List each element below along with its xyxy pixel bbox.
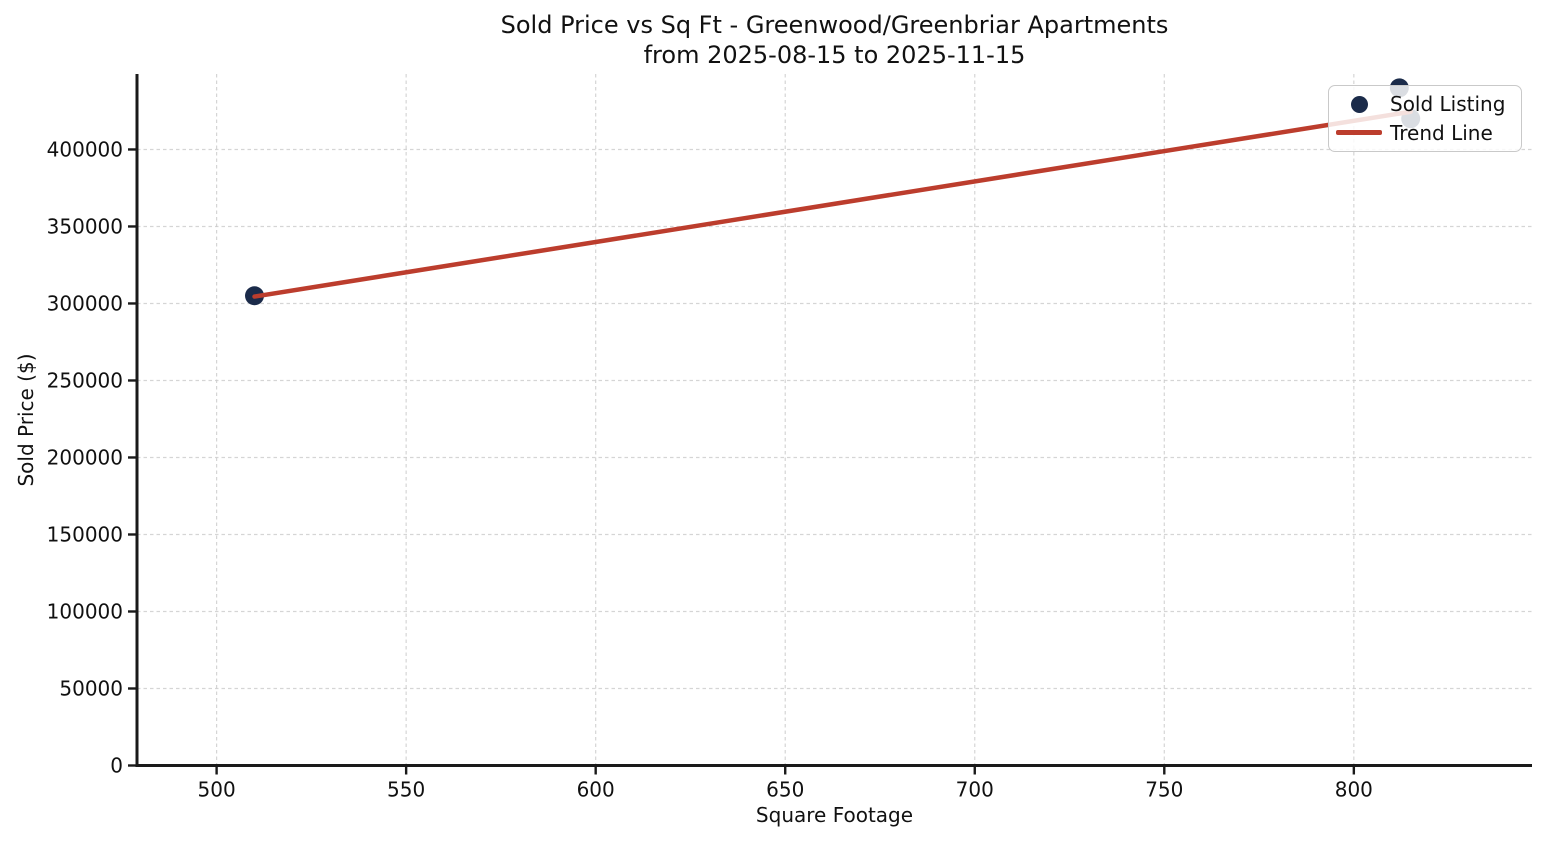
legend-marker-cell <box>1335 130 1383 135</box>
trend-line-path <box>252 109 1413 299</box>
x-tick-label: 500 <box>198 778 236 802</box>
y-tick-label: 150000 <box>47 522 123 546</box>
y-tick-label: 300000 <box>47 291 123 315</box>
x-tick-label: 800 <box>1335 778 1373 802</box>
y-axis-label: Sold Price ($) <box>14 353 38 487</box>
x-axis-label: Square Footage <box>755 803 914 827</box>
legend-item-trend-line: Trend Line <box>1335 121 1515 145</box>
legend-marker-cell <box>1335 95 1383 113</box>
sold-listing-dot-icon <box>1350 95 1368 113</box>
y-tick-label: 350000 <box>47 214 123 238</box>
x-tick-label: 750 <box>1145 778 1183 802</box>
legend-label-sold-listing: Sold Listing <box>1390 92 1506 117</box>
y-tick-label: 50000 <box>59 676 123 700</box>
chart-title-line2: from 2025-08-15 to 2025-11-15 <box>643 41 1026 69</box>
x-tick-label: 550 <box>387 778 425 802</box>
y-tick-label: 100000 <box>47 599 123 623</box>
x-tick-label: 700 <box>956 778 994 802</box>
x-tick-label: 600 <box>577 778 615 802</box>
y-tick-label: 400000 <box>47 137 123 161</box>
legend: Sold Listing Trend Line <box>1328 85 1522 152</box>
legend-item-sold-listing: Sold Listing <box>1335 92 1515 116</box>
chart-title-line1: Sold Price vs Sq Ft - Greenwood/Greenbri… <box>500 11 1169 39</box>
y-tick-label: 250000 <box>47 368 123 392</box>
trend-line-icon <box>1336 130 1382 135</box>
chart-title: Sold Price vs Sq Ft - Greenwood/Greenbri… <box>137 10 1532 70</box>
x-tick-label: 650 <box>766 778 804 802</box>
y-tick-label: 200000 <box>47 445 123 469</box>
legend-label-trend-line: Trend Line <box>1390 120 1493 145</box>
y-tick-label: 0 <box>110 754 123 778</box>
